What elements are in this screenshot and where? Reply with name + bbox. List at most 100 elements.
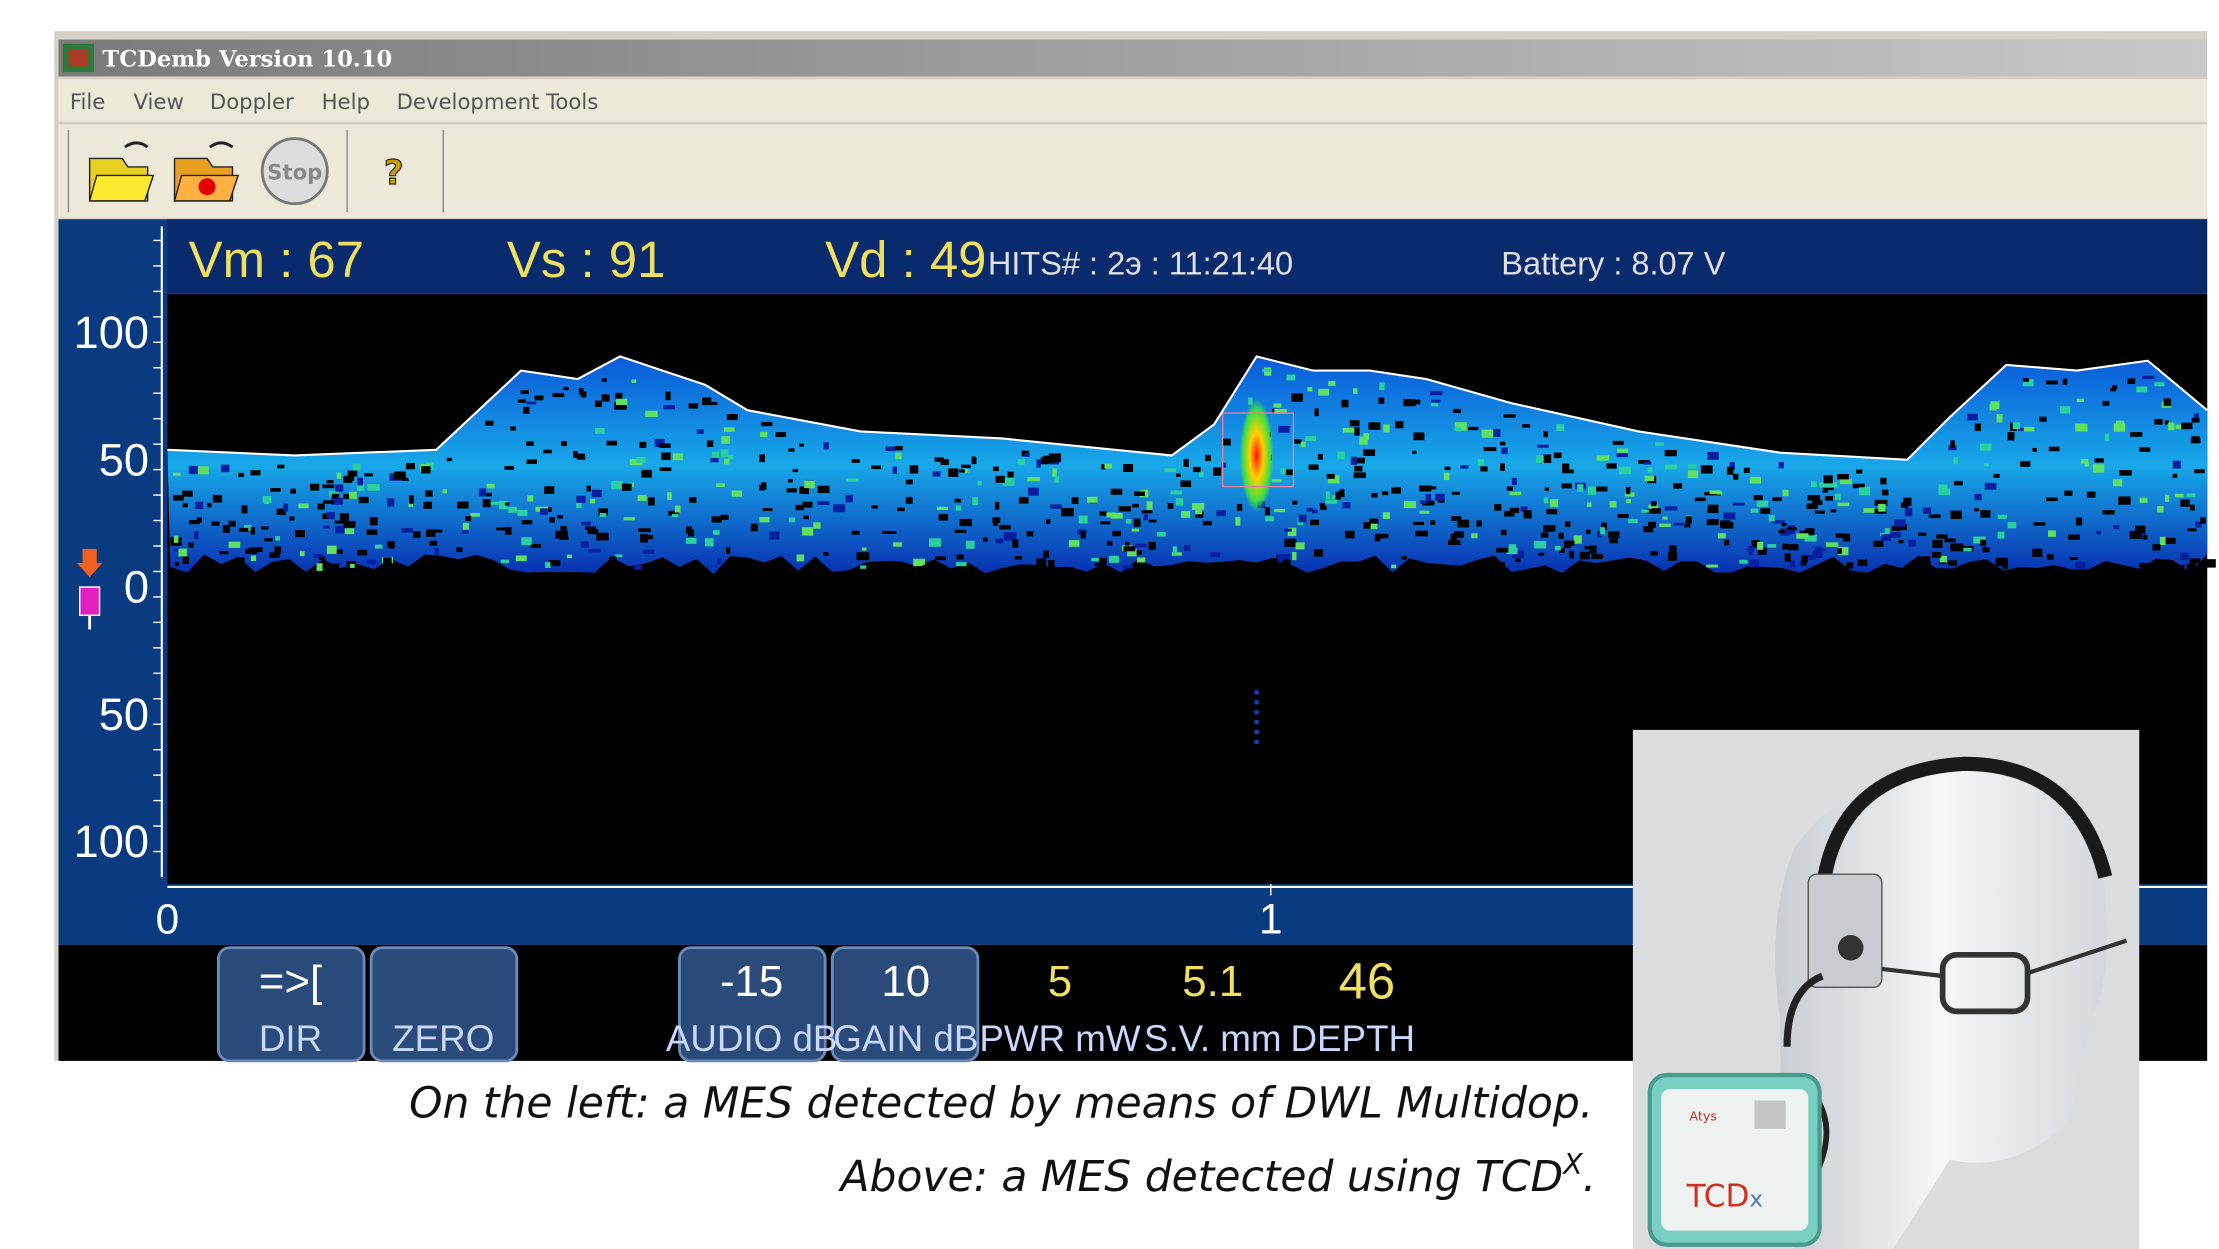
speckle-dot: [1435, 494, 1445, 501]
speckle-dot: [241, 505, 247, 513]
speckle-dot: [1707, 452, 1718, 460]
speckle-dot: [609, 556, 617, 561]
control-value: =>[: [259, 957, 322, 1006]
speckle-dot: [1041, 457, 1050, 464]
speckle-dot: [1095, 563, 1102, 566]
speckle-dot: [310, 484, 319, 491]
speckle-dot: [1262, 369, 1271, 372]
speckle-dot: [401, 528, 413, 533]
speckle-dot: [1651, 501, 1657, 506]
speckle-dot: [2165, 495, 2169, 502]
speckle-dot: [1980, 510, 1990, 518]
menu-item[interactable]: Development Tools: [397, 90, 599, 115]
speckle-dot: [1936, 534, 1947, 538]
menu-item[interactable]: File: [70, 90, 105, 115]
speckle-dot: [353, 464, 361, 471]
speckle-dot: [1727, 467, 1734, 475]
speckle-dot: [490, 502, 500, 505]
help-button[interactable]: ?: [384, 153, 404, 193]
speckle-dot: [178, 549, 186, 557]
speckle-dot: [465, 516, 471, 521]
speckle-dot: [1104, 464, 1112, 469]
speckle-dot: [1609, 538, 1618, 543]
speckle-dot: [862, 548, 866, 551]
speckle-dot: [1807, 495, 1820, 500]
speckle-dot: [959, 469, 965, 472]
speckle-dot: [1343, 428, 1355, 433]
stop-button[interactable]: Stop: [262, 139, 327, 204]
speckle-dot: [298, 504, 308, 509]
speckle-dot: [1383, 424, 1389, 432]
menu-item[interactable]: Doppler: [210, 90, 294, 115]
speckle-dot: [2119, 470, 2131, 476]
speckle-dot: [1838, 548, 1842, 554]
speckle-dot: [1024, 453, 1029, 457]
speckle-dot: [1296, 542, 1305, 549]
speckle-dot: [1538, 553, 1544, 556]
speckle-dot: [581, 522, 591, 526]
speckle-dot: [611, 481, 623, 489]
speckle-dot: [2081, 459, 2088, 464]
speckle-dot: [329, 564, 339, 568]
speckle-dot: [1825, 496, 1833, 501]
speckle-dot: [1012, 540, 1018, 548]
speckle-dot: [1750, 559, 1760, 567]
speckle-dot: [2175, 565, 2185, 573]
speckle-dot: [1974, 494, 1981, 500]
speckle-dot: [1894, 519, 1905, 526]
caption: On the left: a MES detected by means of …: [409, 1079, 1596, 1202]
speckle-dot: [322, 513, 327, 519]
speckle-dot: [1305, 436, 1316, 441]
speckle-dot: [607, 441, 618, 446]
speckle-dot: [383, 557, 391, 564]
speckle-dot: [1835, 494, 1841, 500]
speckle-dot: [1545, 487, 1549, 491]
speckle-dot: [2154, 382, 2164, 386]
speckle-dot: [2023, 378, 2029, 382]
speckle-dot: [2046, 380, 2058, 384]
speckle-dot: [602, 394, 610, 401]
speckle-dot: [1708, 505, 1719, 513]
speckle-dot: [1222, 439, 1230, 446]
speckle-dot: [818, 486, 830, 493]
caption-sup: X: [1561, 1148, 1583, 1181]
speckle-dot: [1147, 501, 1153, 509]
speckle-dot: [799, 444, 804, 447]
speckle-dot: [763, 508, 773, 511]
speckle-dot: [588, 549, 601, 552]
speckle-dot: [1310, 520, 1319, 525]
speckle-dot: [463, 523, 469, 530]
speckle-dot: [645, 411, 657, 417]
speckle-dot: [406, 463, 415, 469]
speckle-dot: [173, 473, 181, 476]
speckle-dot: [1496, 548, 1508, 553]
speckle-dot: [1993, 474, 1999, 478]
speckle-dot: [1314, 549, 1323, 557]
speckle-dot: [1354, 472, 1366, 478]
menu-item[interactable]: Help: [322, 90, 370, 115]
speckle-dot: [1645, 476, 1654, 482]
speckle-dot: [1444, 473, 1450, 480]
speckle-dot: [1043, 551, 1049, 558]
menu-item[interactable]: View: [133, 90, 183, 115]
speckle-dot: [1193, 467, 1201, 472]
speckle-dot: [697, 429, 704, 434]
speckle-dot: [1954, 481, 1963, 485]
speckle-dot: [1550, 499, 1558, 507]
speckle-dot: [1534, 541, 1546, 549]
device-name-suffix: x: [1749, 1187, 1762, 1213]
speckle-dot: [804, 481, 814, 489]
speckle-dot: [659, 443, 670, 447]
speckle-dot: [1909, 540, 1916, 547]
speckle-dot: [933, 471, 941, 476]
speckle-dot: [2075, 562, 2085, 569]
speckle-dot: [2093, 464, 2104, 472]
control-label: ZERO: [392, 1018, 494, 1059]
speckle-dot: [479, 488, 486, 496]
speckle-dot: [336, 550, 343, 554]
speckle-dot: [2191, 436, 2199, 442]
speckle-dot: [1932, 552, 1941, 558]
speckle-dot: [978, 481, 982, 485]
speckle-dot: [2102, 510, 2114, 514]
speckle-dot: [648, 497, 655, 505]
